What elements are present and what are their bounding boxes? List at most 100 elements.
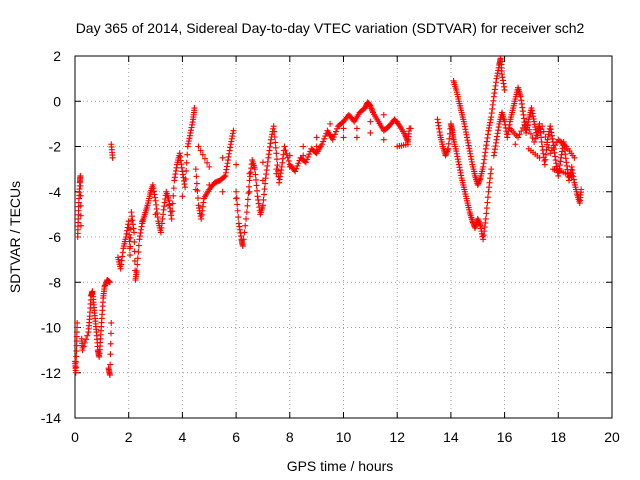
data-point [179,193,186,200]
x-tick-label: 2 [125,429,133,445]
data-point [329,136,336,143]
data-point [239,243,246,250]
data-point [321,135,328,142]
data-point [77,182,84,189]
data-point [273,150,280,157]
data-point [340,134,347,141]
data-point [259,159,266,166]
data-point [484,194,491,201]
data-point [107,351,114,358]
data-point [305,153,312,160]
data-point [77,192,84,199]
data-point [242,222,249,229]
data-point [313,143,320,150]
data-point [501,86,508,93]
chart-title: Day 365 of 2014, Sidereal Day-to-day VTE… [76,20,585,36]
data-point [516,131,523,138]
data-point [134,255,141,262]
data-point [261,186,268,193]
x-tick-label: 10 [336,429,352,445]
data-point [542,133,549,140]
data-point [243,209,250,216]
data-point [571,154,578,161]
data-point [518,128,525,135]
data-point [230,127,237,134]
data-point [131,229,138,236]
data-point [251,166,258,173]
data-point [131,238,138,245]
data-point [152,211,159,218]
data-point [252,171,259,178]
data-point [107,340,114,347]
data-point [193,173,200,180]
x-tick-label: 4 [179,429,187,445]
data-point [483,210,490,217]
x-tick-label: 20 [604,429,620,445]
data-point [206,163,213,170]
data-point [233,161,240,168]
data-point [262,180,269,187]
data-point [127,252,134,259]
data-point [234,207,241,214]
data-point [79,347,86,354]
data-point [527,130,534,137]
data-point [524,122,531,129]
data-point [169,208,176,215]
data-point [532,135,539,142]
data-point [313,134,320,141]
data-point [109,154,116,161]
data-point [206,181,213,188]
data-point [531,138,538,145]
data-point [81,339,88,346]
data-point [483,205,490,212]
data-point [243,215,250,222]
data-point [83,336,90,343]
data-point [108,319,115,326]
data-point [219,154,226,161]
data-point [334,125,341,132]
data-point [184,151,191,158]
data-point [281,143,288,150]
data-point [380,111,387,118]
data-point [353,134,360,141]
data-point [395,121,402,128]
data-point [271,133,278,140]
data-point [127,234,134,241]
data-point [221,173,228,180]
data-point [77,212,84,219]
data-point [294,162,301,169]
x-tick-label: 16 [497,429,513,445]
data-point [182,184,189,191]
data-point [270,123,277,130]
data-point [197,147,204,154]
data-point [404,141,411,148]
data-point [253,182,260,189]
data-point [367,129,374,136]
data-point [169,200,176,207]
data-point [72,369,79,376]
y-tick-label: -6 [49,229,62,245]
data-point [127,243,134,250]
data-point [192,166,199,173]
data-point [131,257,138,264]
y-tick-label: -14 [41,410,61,426]
data-point [286,163,293,170]
data-point [204,159,211,166]
data-point [168,215,175,222]
data-point [241,229,248,236]
data-point [327,120,334,127]
data-point [80,343,87,350]
y-tick-label: -2 [49,139,62,155]
data-point [252,176,259,183]
data-point [170,185,177,192]
data-point [512,141,519,148]
data-point [106,279,113,286]
data-point [521,121,528,128]
data-points [72,55,585,379]
data-point [235,214,242,221]
data-point [302,159,309,166]
y-tick-label: -4 [49,184,62,200]
data-point [515,134,522,141]
data-point [340,125,347,132]
